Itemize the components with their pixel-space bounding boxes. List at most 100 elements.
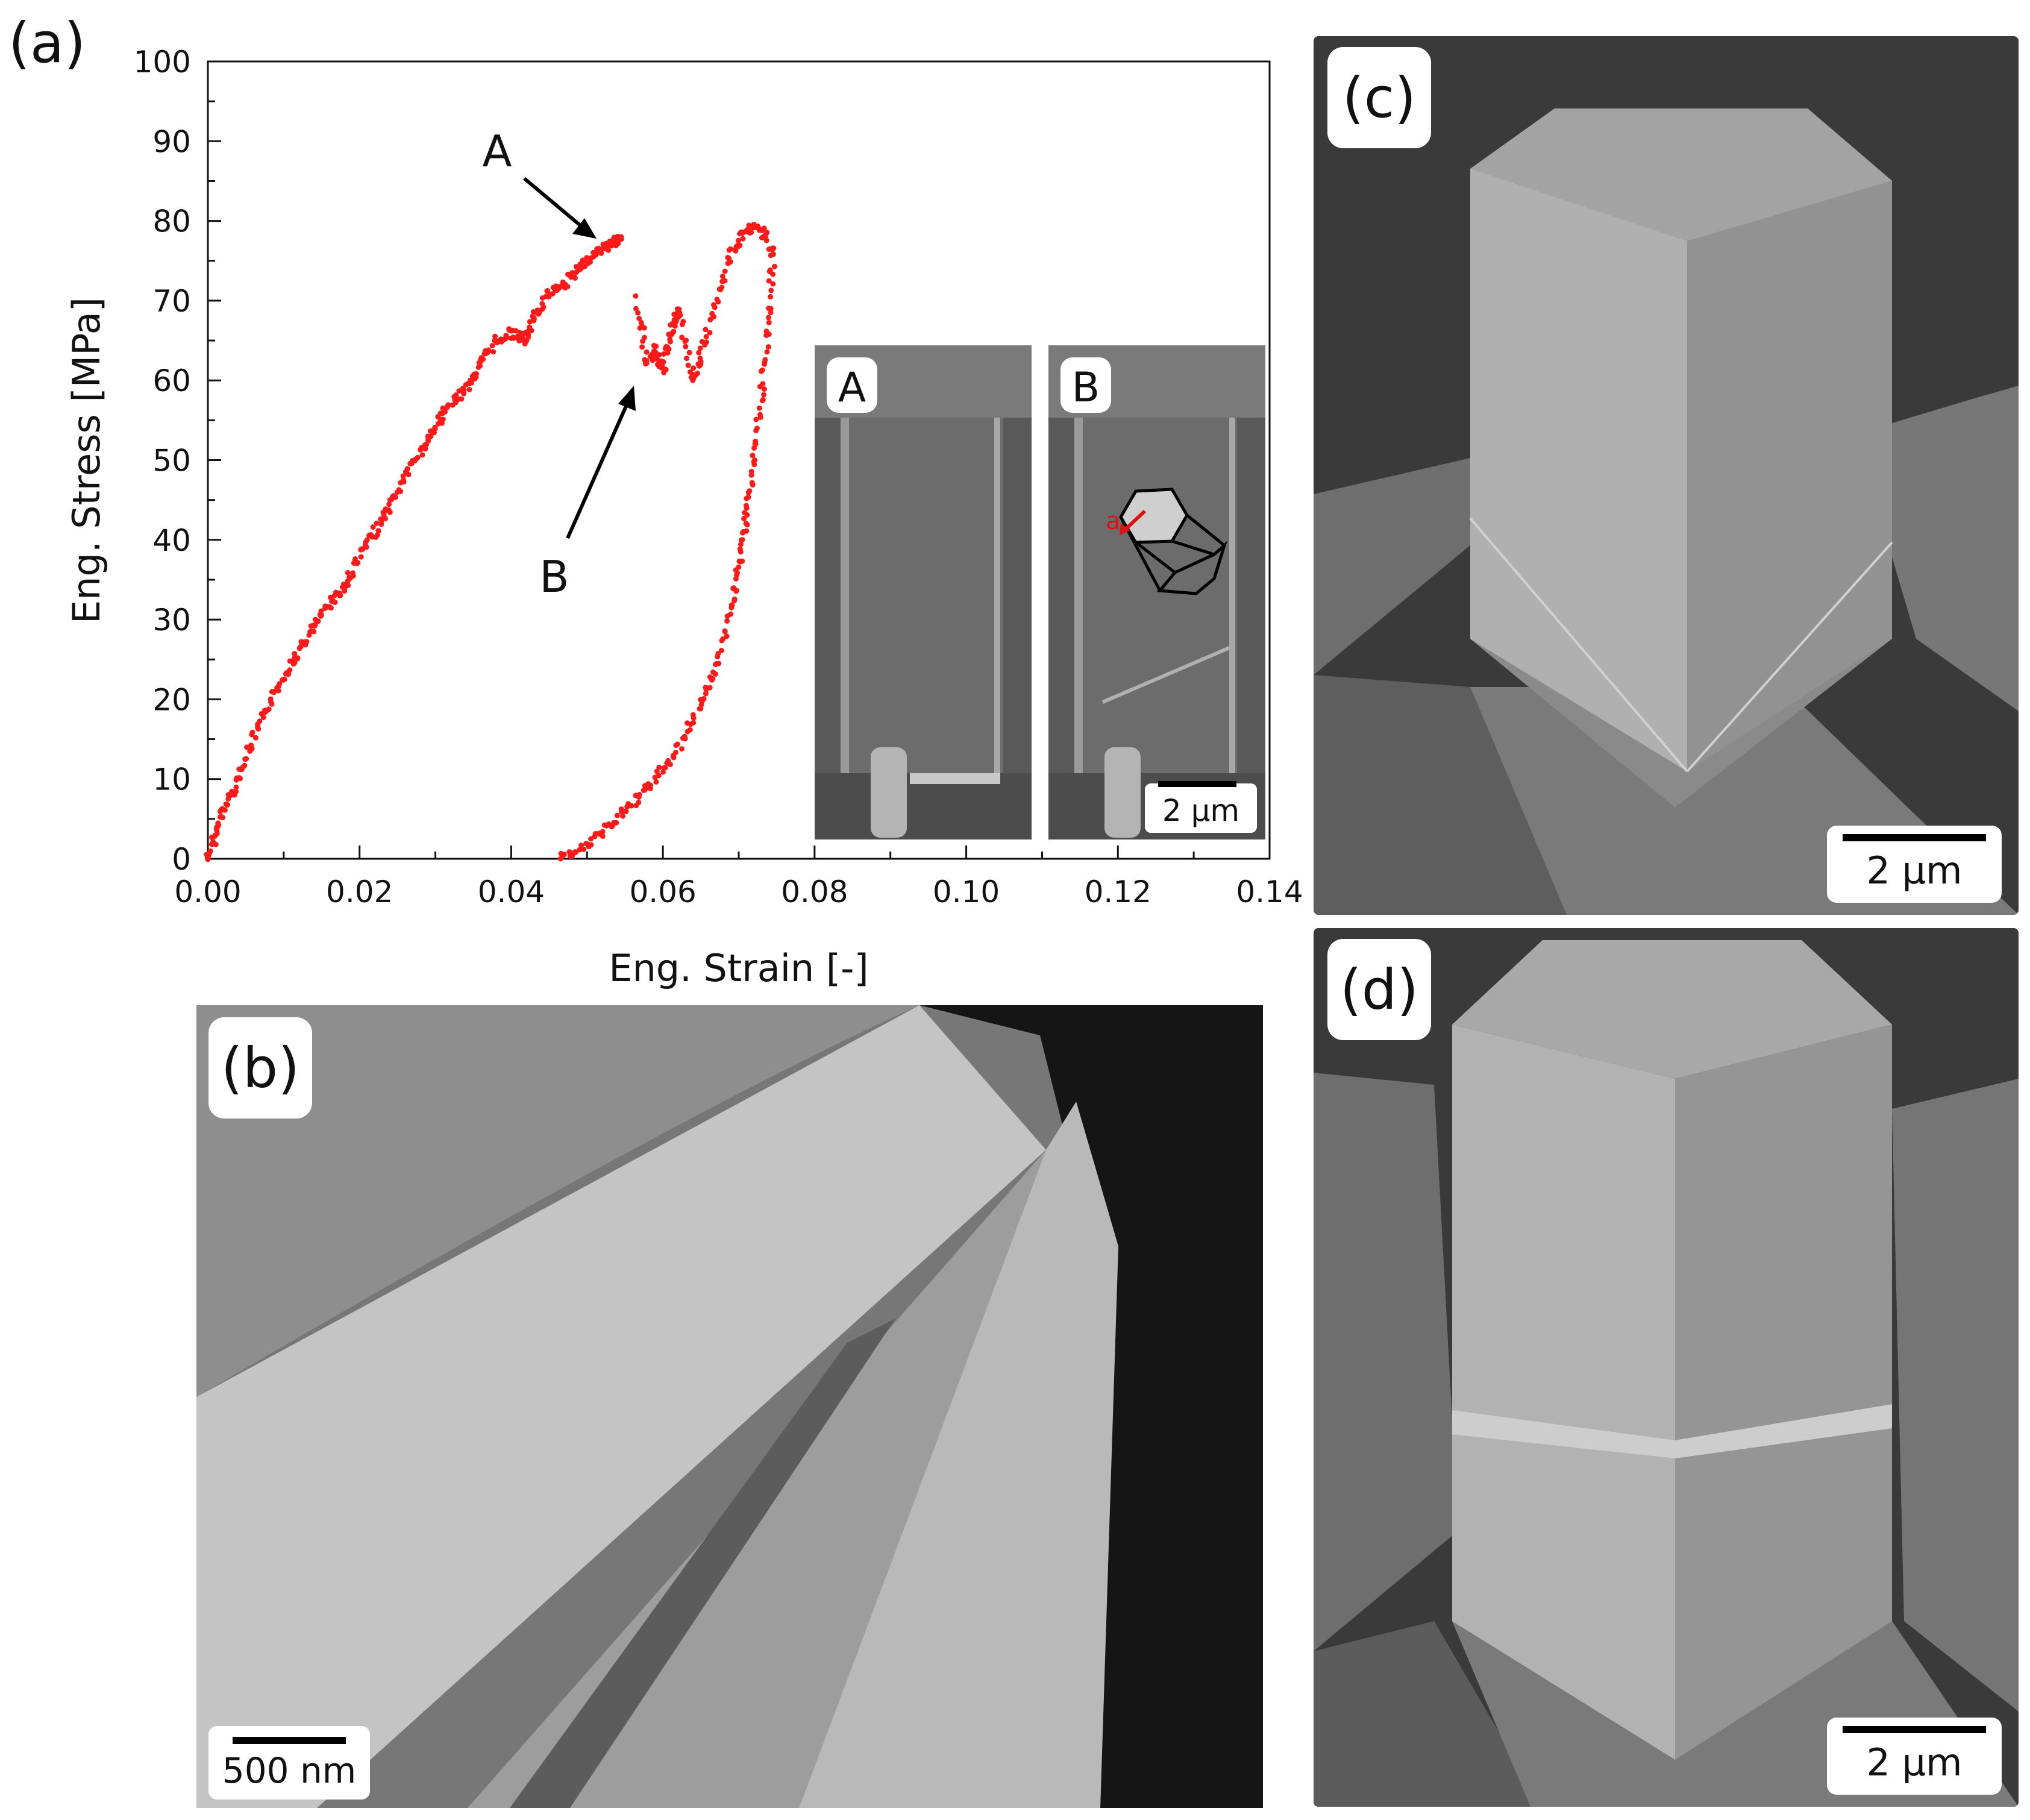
data-point <box>525 331 531 337</box>
data-point <box>756 405 762 411</box>
data-point <box>757 414 763 420</box>
data-point <box>653 779 659 785</box>
y-tick-label: 30 <box>152 603 191 638</box>
data-point <box>539 301 545 307</box>
data-point <box>661 765 667 771</box>
data-point <box>271 689 277 695</box>
data-point <box>216 822 222 828</box>
data-point <box>562 281 568 287</box>
data-point <box>619 809 625 815</box>
data-point <box>392 494 398 500</box>
data-point <box>750 453 756 459</box>
data-point <box>744 495 750 501</box>
data-point <box>566 849 572 855</box>
data-point <box>252 735 258 741</box>
data-point <box>358 554 364 560</box>
data-point <box>633 293 639 299</box>
data-point <box>641 325 647 331</box>
data-point <box>598 250 604 256</box>
data-point <box>242 756 248 762</box>
data-point <box>752 441 758 447</box>
data-point <box>404 470 410 476</box>
data-point <box>768 310 774 315</box>
data-point <box>663 366 669 372</box>
data-point <box>224 802 230 808</box>
data-point <box>675 306 680 312</box>
data-point <box>695 371 700 376</box>
y-tick-label: 10 <box>152 762 191 797</box>
data-point <box>519 334 525 340</box>
data-point <box>738 541 744 547</box>
y-tick-label: 70 <box>152 284 191 319</box>
data-point <box>696 350 702 356</box>
data-point <box>741 516 747 521</box>
y-tick-label: 90 <box>152 124 191 159</box>
panel-b-label: (b) <box>208 1017 312 1119</box>
data-point <box>383 515 388 521</box>
sem-image-d: (d) 2 µm <box>1314 928 2019 1807</box>
data-point <box>318 613 324 619</box>
data-point <box>666 331 672 337</box>
data-point <box>728 604 735 610</box>
data-points <box>204 221 777 862</box>
x-tick-label: 0.06 <box>629 874 696 909</box>
data-point <box>680 735 686 741</box>
data-point <box>740 530 745 536</box>
data-point <box>633 306 639 312</box>
data-point <box>592 831 598 836</box>
x-tick-label: 0.00 <box>174 874 241 909</box>
data-point <box>222 807 228 813</box>
data-point <box>355 560 361 566</box>
data-point <box>684 729 691 735</box>
data-point <box>531 318 537 324</box>
data-point <box>350 570 356 576</box>
data-point <box>593 252 599 258</box>
data-point <box>762 361 767 367</box>
axis-a-arrow <box>1123 509 1147 532</box>
data-point <box>577 847 583 853</box>
scale-bar-d <box>1843 1726 1986 1733</box>
data-point <box>400 473 406 479</box>
data-point <box>489 343 495 349</box>
data-point <box>737 559 743 565</box>
data-point <box>720 636 726 642</box>
data-point <box>589 255 595 261</box>
data-point <box>714 297 720 303</box>
data-point <box>642 334 647 340</box>
data-point <box>722 268 728 274</box>
data-point <box>545 287 550 293</box>
data-point <box>442 409 448 415</box>
data-point <box>761 225 767 231</box>
data-point <box>679 746 684 752</box>
data-point <box>761 386 767 392</box>
data-point <box>437 410 443 416</box>
data-point <box>287 667 293 673</box>
x-tick-label: 0.02 <box>326 874 393 909</box>
data-point <box>737 242 743 248</box>
x-tick-label: 0.08 <box>781 874 848 909</box>
data-point <box>664 344 670 350</box>
data-point <box>569 853 575 859</box>
data-point <box>387 509 393 515</box>
data-point <box>709 677 715 683</box>
data-point <box>766 315 771 321</box>
data-point <box>396 487 402 493</box>
data-point <box>315 618 321 624</box>
data-point <box>275 683 281 689</box>
data-point <box>327 604 333 610</box>
data-point <box>712 304 718 310</box>
data-point <box>422 442 428 448</box>
data-point <box>588 836 594 842</box>
data-point <box>767 267 773 273</box>
data-point <box>765 344 771 350</box>
hex-prism-sketch <box>1119 488 1228 595</box>
data-point <box>768 287 774 293</box>
y-tick-labels: 0 10 20 30 40 50 60 70 80 90 100 <box>134 45 191 877</box>
data-point <box>748 472 754 478</box>
data-point <box>772 263 777 269</box>
data-point <box>490 349 497 355</box>
data-point <box>751 462 757 468</box>
data-point <box>248 742 254 748</box>
data-point <box>747 488 753 494</box>
